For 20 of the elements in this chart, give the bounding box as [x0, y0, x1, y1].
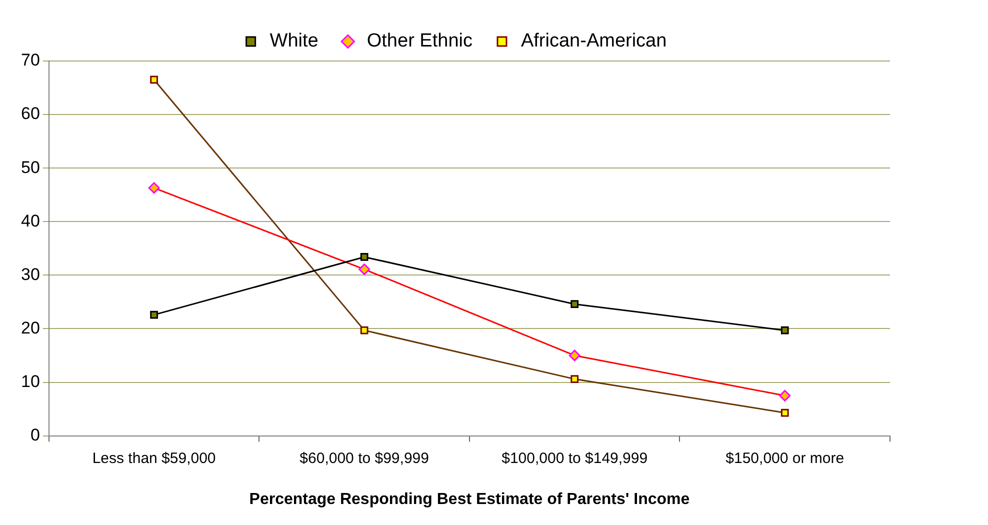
point [570, 300, 579, 308]
legend-label: Other Ethnic [366, 30, 472, 52]
y-tick-label: 10 [20, 372, 40, 391]
y-tick-label: 40 [20, 211, 40, 230]
x-axis-title: Percentage Responding Best Estimate of Parents' Income [249, 490, 690, 508]
point [360, 253, 368, 261]
y-tick-label: 60 [20, 104, 40, 124]
x-tick-label: $100,000 to $149,999 [502, 450, 648, 467]
y-tick-label: 70 [20, 50, 40, 70]
point [150, 310, 158, 319]
y-tick-label: 0 [30, 425, 40, 444]
y-tick-label: 30 [20, 264, 40, 284]
legend-label: African-American [520, 30, 667, 52]
x-tick-label: Less than $59,000 [92, 450, 216, 467]
x-tick-label: $60,000 to $99,999 [300, 450, 429, 467]
legend-label: White [270, 30, 318, 52]
point [780, 326, 789, 334]
y-tick-label: 20 [20, 318, 40, 338]
y-tick-label: 50 [20, 158, 40, 177]
x-tick-label: $150,000 or more [726, 450, 844, 467]
